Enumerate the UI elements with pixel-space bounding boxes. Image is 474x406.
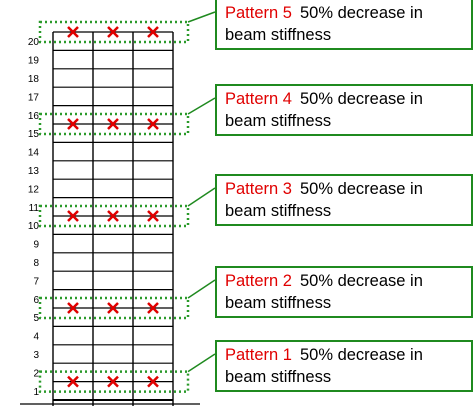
damage-mark: [67, 26, 79, 38]
floor-label: 20: [28, 37, 40, 48]
floor-label: 4: [33, 332, 39, 343]
pattern-description: 50% decrease in beam stiffness: [225, 272, 423, 312]
floor-label: 8: [33, 258, 39, 269]
damage-mark: [147, 302, 159, 314]
floor-label: 5: [33, 313, 39, 324]
floor-label: 17: [28, 92, 40, 103]
damage-mark: [67, 375, 79, 388]
leader-line: [187, 11, 216, 23]
pattern-callout: Pattern 5 50% decrease in beam stiffness: [215, 0, 473, 50]
damage-mark: [107, 26, 119, 38]
leader-line: [187, 353, 216, 373]
floor-label: 2: [33, 368, 39, 379]
damage-mark: [147, 118, 159, 130]
pattern-callout: Pattern 4 50% decrease in beam stiffness: [215, 84, 473, 136]
floor-label: 16: [28, 111, 40, 122]
floor-label: 7: [33, 276, 39, 287]
damage-mark: [107, 210, 119, 222]
pattern-description: 50% decrease in beam stiffness: [225, 90, 423, 130]
damage-zone: [38, 204, 190, 228]
floor-label: 18: [28, 74, 40, 85]
floor-label: 11: [29, 203, 40, 214]
pattern-name: Pattern 5: [225, 4, 292, 22]
damage-zone: [38, 112, 190, 136]
leader-line: [187, 279, 216, 299]
leader-line: [187, 97, 216, 115]
floor-label: 14: [28, 148, 40, 159]
floor-label: 3: [33, 350, 39, 361]
damage-zone: [38, 370, 190, 393]
floor-label: 9: [33, 240, 39, 251]
damage-mark: [147, 375, 159, 388]
floor-label: 13: [28, 166, 40, 177]
floor-label: 10: [28, 221, 40, 232]
leader-line: [187, 187, 216, 207]
pattern-name: Pattern 3: [225, 180, 292, 198]
floor-label: 1: [33, 387, 39, 398]
pattern-name: Pattern 4: [225, 90, 292, 108]
pattern-description: 50% decrease in beam stiffness: [225, 4, 423, 44]
damage-zone: [38, 296, 190, 320]
floor-label: 6: [33, 295, 39, 306]
pattern-description: 50% decrease in beam stiffness: [225, 180, 423, 220]
damage-mark: [147, 210, 159, 222]
pattern-callout: Pattern 3 50% decrease in beam stiffness: [215, 174, 473, 226]
pattern-name: Pattern 2: [225, 272, 292, 290]
damage-mark: [67, 210, 79, 222]
damage-zone: [38, 20, 190, 44]
floor-label: 12: [28, 184, 40, 195]
damage-mark: [67, 302, 79, 314]
pattern-description: 50% decrease in beam stiffness: [225, 346, 423, 386]
damage-mark: [107, 302, 119, 314]
damage-mark: [67, 118, 79, 130]
damage-mark: [107, 118, 119, 130]
pattern-name: Pattern 1: [225, 346, 292, 364]
pattern-callout: Pattern 2 50% decrease in beam stiffness: [215, 266, 473, 318]
floor-label: 15: [28, 129, 40, 140]
floor-label: 19: [28, 56, 40, 67]
pattern-callout: Pattern 1 50% decrease in beam stiffness: [215, 340, 473, 392]
damage-mark: [147, 26, 159, 38]
damage-mark: [107, 375, 119, 388]
